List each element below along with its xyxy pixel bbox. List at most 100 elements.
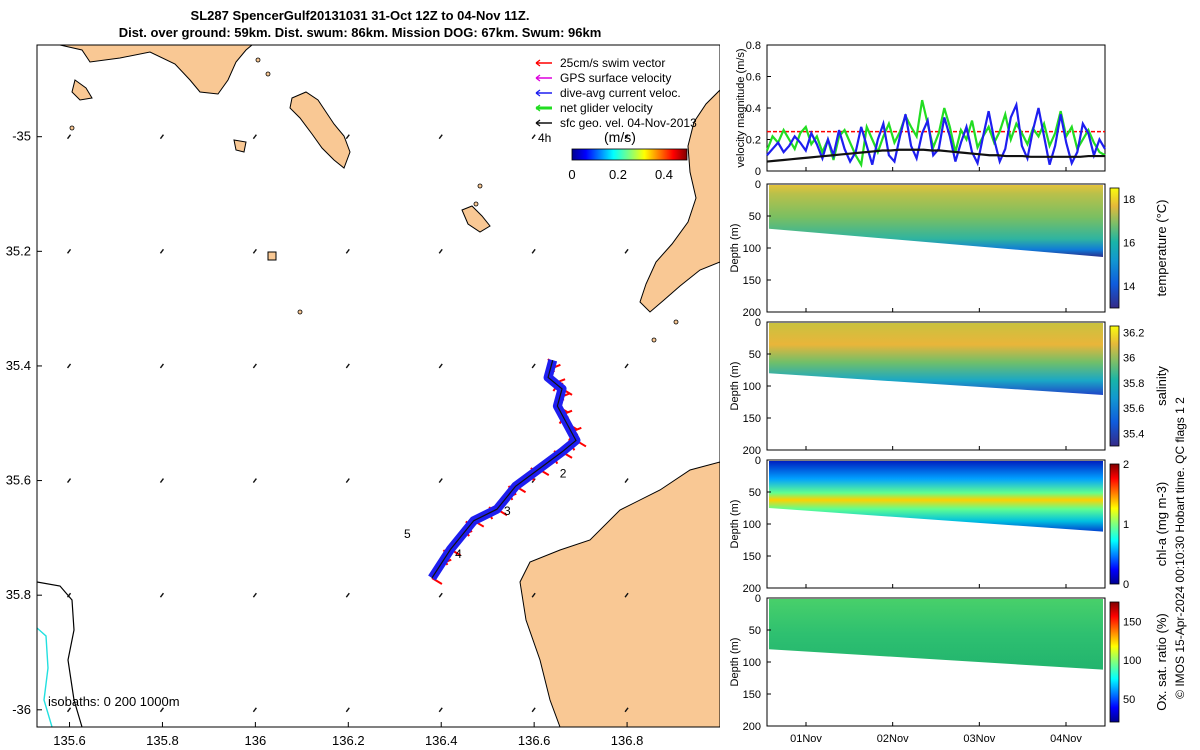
- colorbar-tick-label: 36: [1123, 353, 1135, 365]
- geostrophic-vector: [252, 478, 257, 483]
- geostrophic-vector: [438, 363, 443, 369]
- geostrophic-vector: [252, 248, 257, 254]
- profile-colorbar: [1109, 187, 1120, 309]
- map-x-tick-label: 135.6: [53, 733, 86, 748]
- geostrophic-vector: [345, 478, 350, 483]
- land-islet-dot: [69, 125, 75, 131]
- depth-tick-label: 200: [743, 307, 761, 319]
- map-frame: [36, 44, 720, 728]
- glider-track-map: 2 3 4 5 135.6 135.8 136 136.2 136.4 136.6 136.8 -35…: [6, 44, 720, 748]
- land-eyre-peninsula: [639, 89, 720, 313]
- map-colorbar: [571, 148, 688, 161]
- land-wedge-island: [461, 205, 491, 233]
- colorbar-tick-label: 150: [1123, 616, 1141, 628]
- depth-tick-label: 200: [743, 721, 761, 733]
- legend-label: dive-avg current veloc.: [560, 86, 681, 100]
- depth-tick-label: 150: [743, 275, 761, 287]
- map-plot-area: [37, 45, 720, 727]
- map-x-tick-label: 136.4: [425, 733, 458, 748]
- chart-title-line-1: SL287 SpencerGulf20131031 31-Oct 12Z to …: [190, 8, 530, 23]
- colorbar-tick-label: 100: [1123, 655, 1141, 667]
- map-x-tick-label: 136.6: [518, 733, 551, 748]
- map-y-tick-label: 35.4: [6, 358, 31, 373]
- map-duration-label: 4h: [538, 131, 551, 145]
- colorbar-tick-label: 0: [568, 167, 575, 182]
- time-tick-label: 02Nov: [877, 733, 909, 745]
- map-x-tick-label: 135.8: [146, 733, 179, 748]
- depth-axis-label: Depth (m): [729, 638, 741, 687]
- profile-data-section: [769, 323, 1103, 395]
- legend-label: sfc geo. vel. 04-Nov-2013: [560, 116, 697, 130]
- land-islet-dot: [473, 201, 479, 207]
- geostrophic-vector: [438, 478, 443, 483]
- depth-tick-label: 200: [743, 445, 761, 457]
- geostrophic-vector: [531, 592, 536, 598]
- map-y-tick-label: -36: [12, 702, 31, 717]
- velocity-panel-frame: [766, 44, 1106, 172]
- map-x-tick-label: 136.8: [611, 733, 644, 748]
- depth-tick-label: 100: [743, 243, 761, 255]
- legend-arrowhead: [535, 89, 541, 97]
- colorbar-tick-label: 0: [1123, 579, 1129, 591]
- geostrophic-vector: [159, 707, 165, 713]
- velocity-y-tick-label: 0.8: [746, 40, 761, 52]
- geostrophic-vector: [159, 134, 165, 140]
- depth-tick-label: 200: [743, 583, 761, 595]
- geostrophic-vector: [624, 592, 629, 598]
- profile-data-section: [769, 599, 1103, 670]
- depth-axis-label: Depth (m): [729, 224, 741, 273]
- velocity-y-label: velocity magnitude (m/s): [735, 48, 747, 167]
- depth-axis-label: Depth (m): [729, 362, 741, 411]
- glider-net-track: [431, 360, 577, 579]
- track-day-label: 2: [560, 467, 567, 481]
- depth-tick-label: 100: [743, 519, 761, 531]
- depth-tick-label: 0: [755, 317, 761, 329]
- geostrophic-vector: [66, 478, 72, 483]
- land-islet-a: [233, 139, 247, 153]
- velocity-y-tick-label: 0.4: [746, 103, 761, 115]
- geostrophic-vector: [252, 363, 257, 369]
- depth-tick-label: 0: [755, 179, 761, 191]
- depth-tick-label: 150: [743, 413, 761, 425]
- geostrophic-vector: [438, 707, 443, 713]
- depth-tick-label: 100: [743, 381, 761, 393]
- isobaths-label: isobaths: 0 200 1000m: [48, 694, 180, 709]
- profile-panel-frame: [766, 183, 1106, 313]
- colorbar-label: temperature (°C): [1154, 200, 1169, 297]
- map-y-tick-label: 35.8: [6, 587, 31, 602]
- map-x-tick-label: 136: [245, 733, 267, 748]
- land-yorke-peninsula: [59, 45, 253, 95]
- velocity-y-tick-label: 0.6: [746, 72, 761, 84]
- colorbar-tick-label: 50: [1123, 694, 1135, 706]
- depth-tick-label: 50: [749, 487, 761, 499]
- geostrophic-vector: [624, 363, 629, 369]
- velocity-series-line: [766, 148, 1105, 163]
- land-islet-dot: [255, 57, 261, 63]
- colorbar-tick-label: 35.6: [1123, 403, 1144, 415]
- velocity-y-tick-label: 0.2: [746, 135, 761, 147]
- land-islet-dot: [265, 71, 271, 77]
- profile-colorbar: [1109, 601, 1120, 723]
- colorbar-label: chl-a (mg m-3): [1154, 482, 1169, 567]
- colorbar-label: Ox. sat. ratio (%): [1154, 613, 1169, 711]
- colorbar-unit: (m/s): [604, 129, 636, 145]
- geostrophic-vector: [66, 592, 72, 598]
- track-day-label: 3: [504, 504, 511, 518]
- time-tick-label: 04Nov: [1050, 733, 1082, 745]
- geostrophic-vector: [66, 707, 72, 713]
- map-x-tick-label: 136.2: [332, 733, 365, 748]
- geostrophic-vector: [345, 592, 350, 598]
- map-y-tick-label: 35.6: [6, 473, 31, 488]
- geostrophic-vector: [624, 707, 629, 713]
- geostrophic-vector: [438, 134, 443, 140]
- geostrophic-vector: [252, 134, 257, 140]
- legend-arrowhead: [535, 104, 541, 112]
- geostrophic-vector: [624, 478, 629, 483]
- velocity-y-tick-label: 0: [755, 166, 761, 178]
- geostrophic-vector: [66, 134, 72, 140]
- colorbar-tick-label: 36.2: [1123, 327, 1144, 339]
- profile-panel-frame: [766, 321, 1106, 451]
- map-y-tick-label: 35.2: [6, 243, 31, 258]
- depth-tick-label: 50: [749, 349, 761, 361]
- depth-tick-label: 0: [755, 455, 761, 467]
